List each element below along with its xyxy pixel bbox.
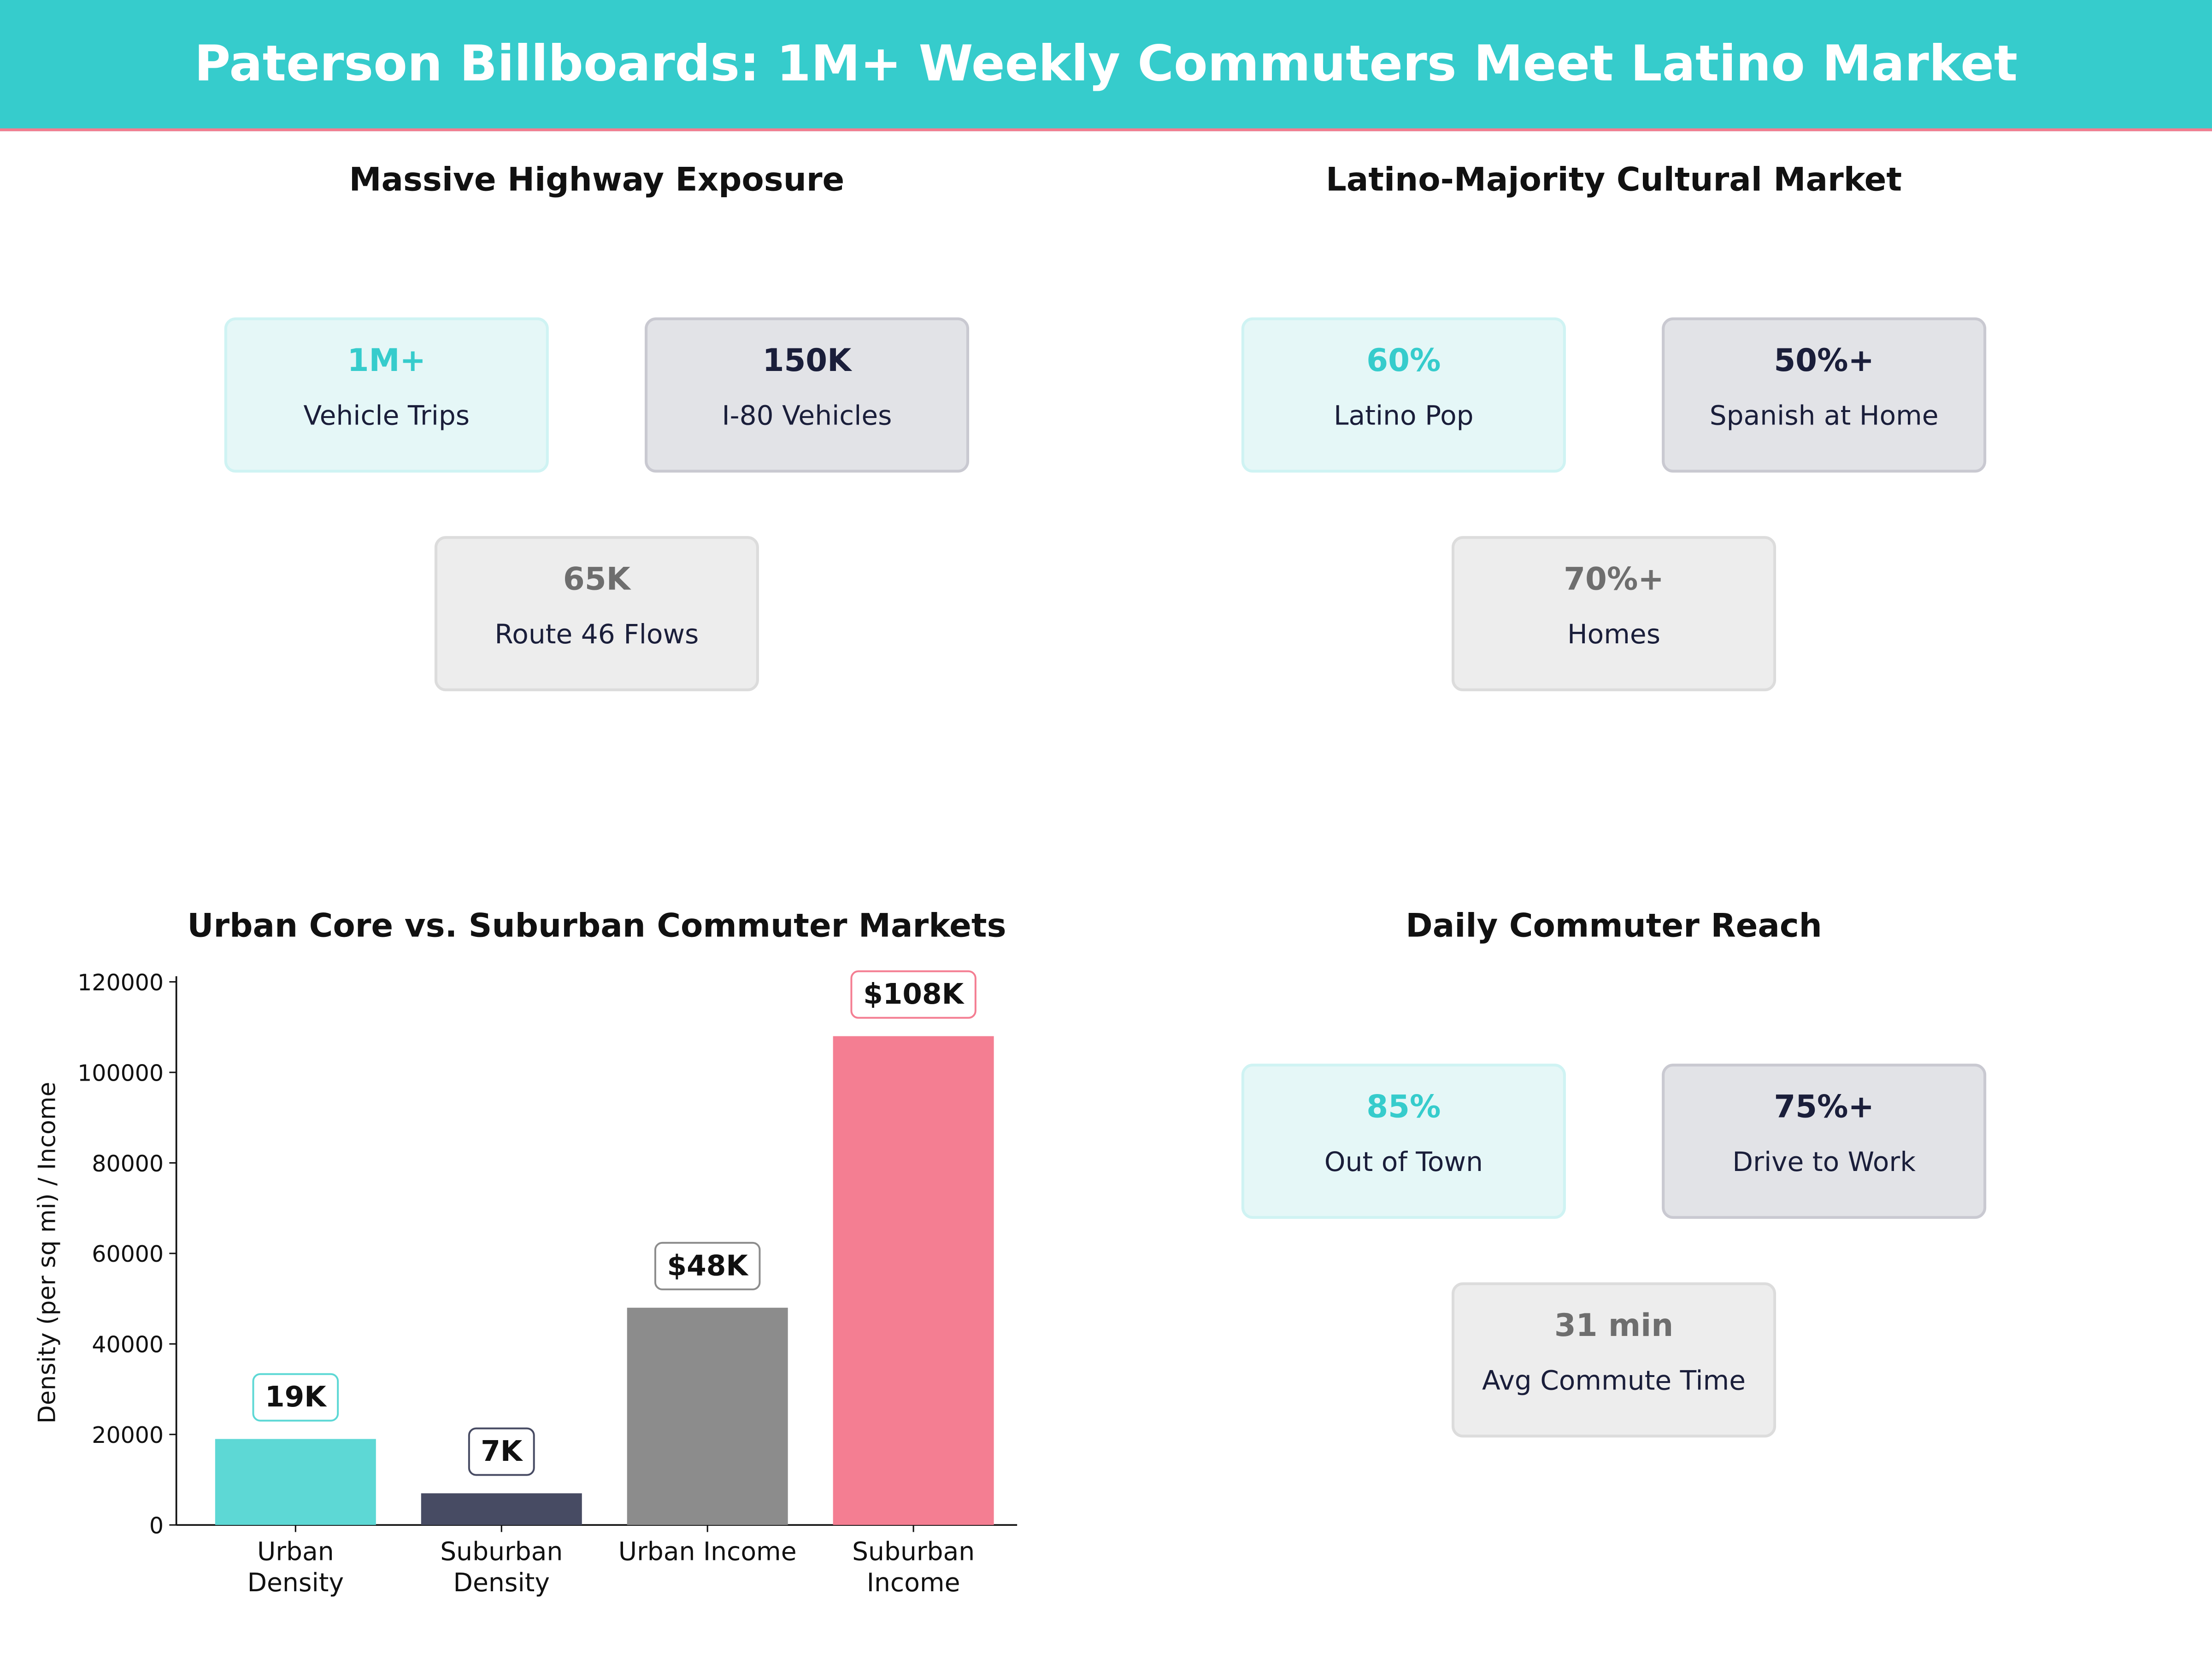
x-tick-label: Urban Income	[618, 1537, 797, 1566]
stat-value: 1M+	[347, 344, 426, 380]
bar	[421, 1493, 582, 1525]
header-banner: Paterson Billboards: 1M+ Weekly Commuter…	[0, 0, 2212, 131]
stat-value: 31 min	[1554, 1309, 1674, 1345]
stat-label: Route 46 Flows	[494, 619, 699, 651]
y-tick-label: 0	[149, 1513, 164, 1539]
bar	[627, 1307, 788, 1525]
stat-card-drive: 75%+ Drive to Work	[1662, 1064, 1987, 1219]
stat-label: Vehicle Trips	[303, 400, 470, 432]
stat-value: 50%+	[1774, 344, 1874, 380]
data-label-box	[654, 1241, 761, 1290]
data-label-box	[850, 970, 977, 1019]
data-label: 7K	[481, 1435, 524, 1468]
stat-value: 75%+	[1774, 1090, 1874, 1126]
y-tick-label: 120000	[77, 970, 164, 996]
panel-title-highway: Massive Highway Exposure	[349, 162, 845, 199]
x-tick-label: Income	[867, 1568, 960, 1597]
stat-label: Avg Commute Time	[1482, 1365, 1746, 1397]
stat-card-vehicle-trips: 1M+ Vehicle Trips	[224, 317, 549, 473]
stat-card-route46: 65K Route 46 Flows	[434, 536, 759, 691]
stat-value: 70%+	[1564, 563, 1664, 598]
x-tick-label: Suburban	[440, 1537, 563, 1566]
x-tick-label: Density	[453, 1568, 550, 1597]
stat-label: Latino Pop	[1334, 400, 1474, 432]
bar	[833, 1036, 994, 1525]
stat-value: 65K	[563, 563, 630, 598]
panel-title-latino: Latino-Majority Cultural Market	[1325, 162, 1902, 199]
x-tick-label: Density	[247, 1568, 344, 1597]
stat-card-latino-pop: 60% Latino Pop	[1241, 317, 1566, 473]
y-axis-label: Density (per sq mi) / Income	[33, 1082, 61, 1424]
stat-card-commute-time: 31 min Avg Commute Time	[1451, 1282, 1777, 1438]
x-tick-label: Suburban	[852, 1537, 975, 1566]
bar	[215, 1439, 376, 1525]
chart-title: Urban Core vs. Suburban Commuter Markets	[187, 908, 1006, 946]
page-title: Paterson Billboards: 1M+ Weekly Commuter…	[194, 36, 2018, 93]
stat-value: 60%	[1366, 344, 1441, 380]
y-tick-label: 80000	[92, 1151, 164, 1177]
stat-value: 85%	[1366, 1090, 1441, 1126]
y-tick-label: 60000	[92, 1241, 164, 1267]
data-label: 19K	[265, 1381, 327, 1413]
stat-card-out-of-town: 85% Out of Town	[1241, 1064, 1566, 1219]
data-label-box	[468, 1427, 535, 1476]
stat-label: I-80 Vehicles	[722, 400, 892, 432]
x-tick-label: Urban	[257, 1537, 334, 1566]
stat-label: Drive to Work	[1732, 1147, 1916, 1178]
panel-title-reach: Daily Commuter Reach	[1406, 908, 1822, 946]
stat-card-homes: 70%+ Homes	[1451, 536, 1777, 691]
stat-label: Out of Town	[1324, 1147, 1483, 1178]
data-label-box	[252, 1373, 339, 1422]
stat-value: 150K	[762, 344, 852, 380]
stat-card-i80: 150K I-80 Vehicles	[644, 317, 970, 473]
stat-card-spanish: 50%+ Spanish at Home	[1662, 317, 1987, 473]
stat-label: Spanish at Home	[1709, 400, 1939, 432]
data-label: $48K	[667, 1249, 749, 1282]
y-tick-label: 20000	[92, 1422, 164, 1448]
data-label: $108K	[863, 978, 965, 1011]
stat-label: Homes	[1567, 619, 1661, 651]
y-tick-label: 40000	[92, 1332, 164, 1358]
y-tick-label: 100000	[77, 1060, 164, 1086]
